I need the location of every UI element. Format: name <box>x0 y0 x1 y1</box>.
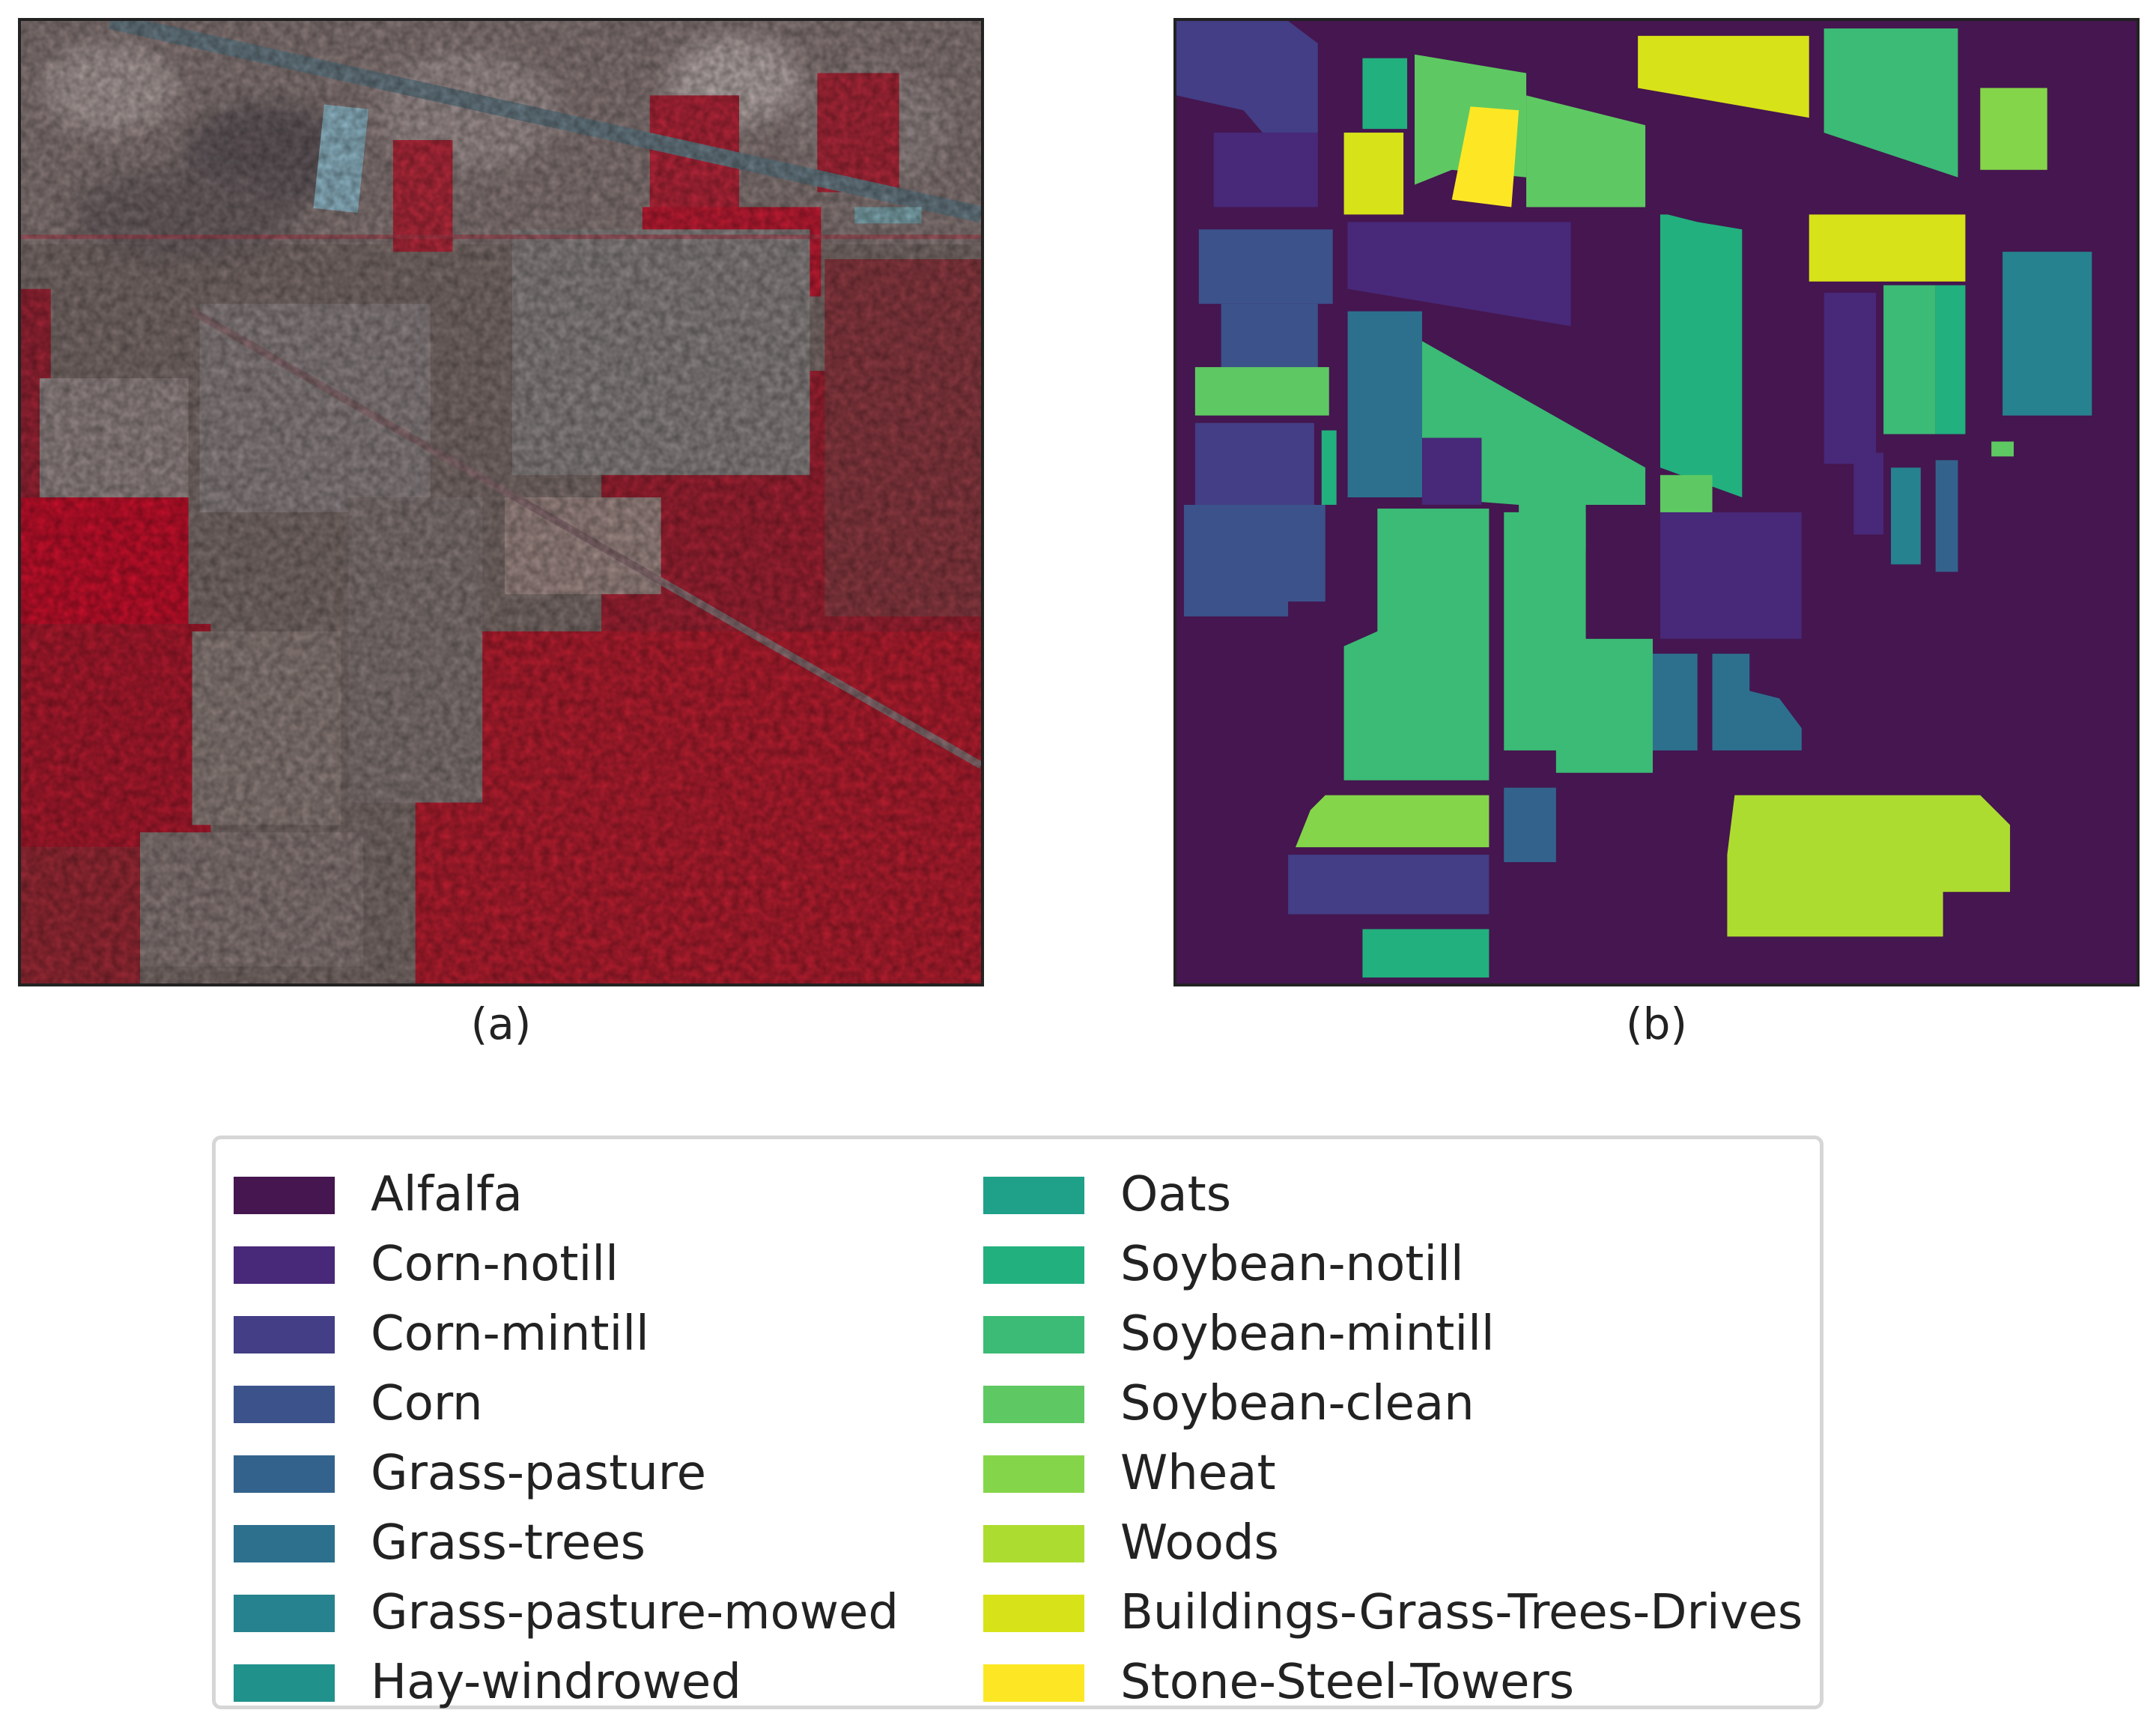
false-color-image <box>18 18 984 986</box>
legend-swatch <box>983 1246 1084 1284</box>
legend-swatch <box>234 1177 335 1214</box>
legend-label: Grass-pasture-mowed <box>371 1585 899 1640</box>
legend-item: Corn <box>234 1363 1057 1433</box>
legend-label: Woods <box>1120 1515 1279 1571</box>
legend-column-left: Alfalfa Corn-notill Corn-mintill Corn Grass-… <box>234 1154 1057 1712</box>
legend-label: Grass-trees <box>371 1515 646 1571</box>
legend-label: Oats <box>1120 1167 1232 1222</box>
legend-label: Corn-mintill <box>371 1306 649 1362</box>
legend-item: Soybean-clean <box>983 1363 1807 1433</box>
legend-item: Buildings-Grass-Trees-Drives <box>983 1572 1807 1642</box>
legend-swatch <box>234 1664 335 1702</box>
legend-item: Hay-windrowed <box>234 1642 1057 1712</box>
legend-label: Hay-windrowed <box>371 1655 741 1710</box>
legend-swatch <box>983 1316 1084 1353</box>
legend-swatch <box>234 1595 335 1632</box>
legend-item: Soybean-mintill <box>983 1294 1807 1363</box>
caption-b: (b) <box>1625 998 1688 1049</box>
legend-label: Soybean-notill <box>1120 1237 1464 1292</box>
legend-label: Corn-notill <box>371 1237 619 1292</box>
legend-swatch <box>234 1455 335 1493</box>
legend-swatch <box>234 1316 335 1353</box>
legend-swatch <box>983 1525 1084 1562</box>
legend-label: Soybean-mintill <box>1120 1306 1495 1362</box>
legend-label: Stone-Steel-Towers <box>1120 1655 1575 1710</box>
legend-item: Grass-trees <box>234 1503 1057 1572</box>
caption-a: (a) <box>470 998 532 1049</box>
legend-swatch <box>234 1246 335 1284</box>
legend-swatch <box>983 1455 1084 1493</box>
legend-item: Wheat <box>983 1433 1807 1503</box>
legend: Alfalfa Corn-notill Corn-mintill Corn Grass-… <box>212 1136 1824 1712</box>
legend-item: Alfalfa <box>234 1154 1057 1224</box>
legend-item: Corn-mintill <box>234 1294 1057 1363</box>
legend-column-right: Oats Soybean-notill Soybean-mintill Soybean… <box>983 1154 1807 1712</box>
legend-item: Grass-pasture-mowed <box>234 1572 1057 1642</box>
legend-label: Wheat <box>1120 1446 1276 1501</box>
legend-label: Grass-pasture <box>371 1446 707 1501</box>
legend-swatch <box>983 1595 1084 1632</box>
legend-swatch <box>234 1386 335 1423</box>
legend-item: Woods <box>983 1503 1807 1572</box>
legend-swatch <box>983 1664 1084 1702</box>
legend-item: Stone-Steel-Towers <box>983 1642 1807 1712</box>
legend-item: Corn-notill <box>234 1224 1057 1294</box>
legend-item: Grass-pasture <box>234 1433 1057 1503</box>
legend-swatch <box>234 1525 335 1562</box>
legend-label: Buildings-Grass-Trees-Drives <box>1120 1585 1803 1640</box>
legend-item: Oats <box>983 1154 1807 1224</box>
legend-label: Corn <box>371 1376 483 1431</box>
legend-swatch <box>983 1386 1084 1423</box>
legend-label: Soybean-clean <box>1120 1376 1475 1431</box>
legend-item: Soybean-notill <box>983 1224 1807 1294</box>
legend-swatch <box>983 1177 1084 1214</box>
ground-truth-map <box>1173 18 2140 986</box>
legend-label: Alfalfa <box>371 1167 523 1222</box>
